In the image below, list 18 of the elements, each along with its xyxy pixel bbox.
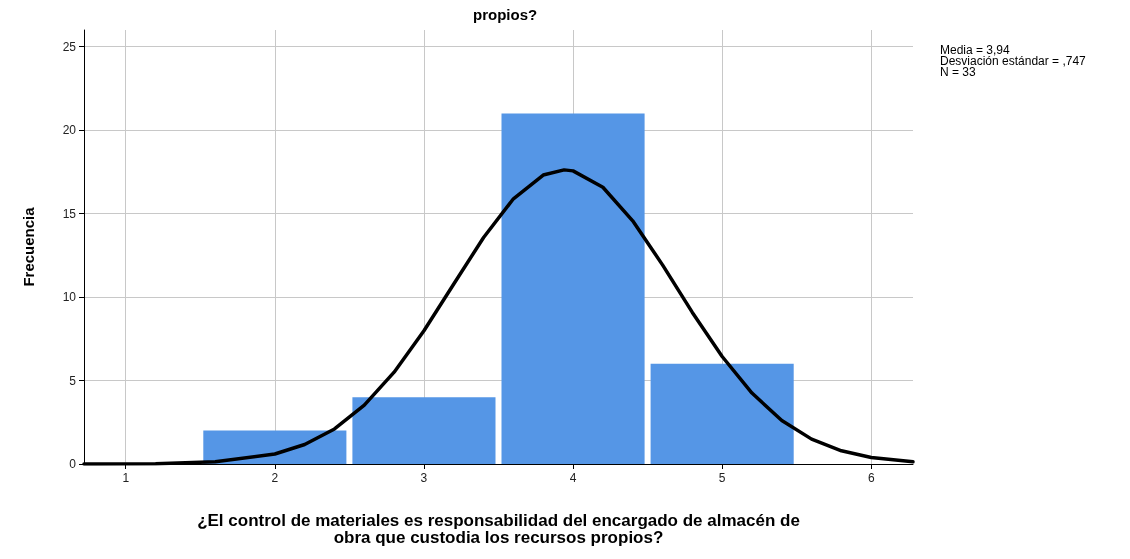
- y-tick-label: 10: [62, 290, 77, 305]
- text: N = 33: [940, 65, 977, 79]
- y-tick-label: 25: [62, 39, 77, 54]
- x-tick-label: 4: [569, 471, 577, 485]
- text: Desviación estándar = ,747: [940, 54, 1087, 68]
- x-tick-label: 5: [718, 471, 726, 485]
- x-tick-label: 3: [420, 471, 428, 485]
- y-tick-label: 0: [69, 457, 77, 471]
- chart-title: propios?: [473, 6, 538, 23]
- text: Media = 3,94: [940, 43, 1011, 57]
- y-tick-label: 5: [69, 373, 77, 388]
- x-tick-label: 2: [271, 471, 279, 485]
- y-axis-title: Frecuencia: [20, 206, 37, 287]
- y-tick-label: 15: [62, 206, 77, 221]
- x-tick-label: 6: [867, 471, 875, 485]
- y-tick-label: 20: [62, 123, 77, 138]
- x-tick-label: 1: [122, 471, 130, 485]
- x-axis-title: ¿El control de materiales es responsabilidad del encargado de almacén de obra que custodia los recursos propios?: [197, 511, 800, 547]
